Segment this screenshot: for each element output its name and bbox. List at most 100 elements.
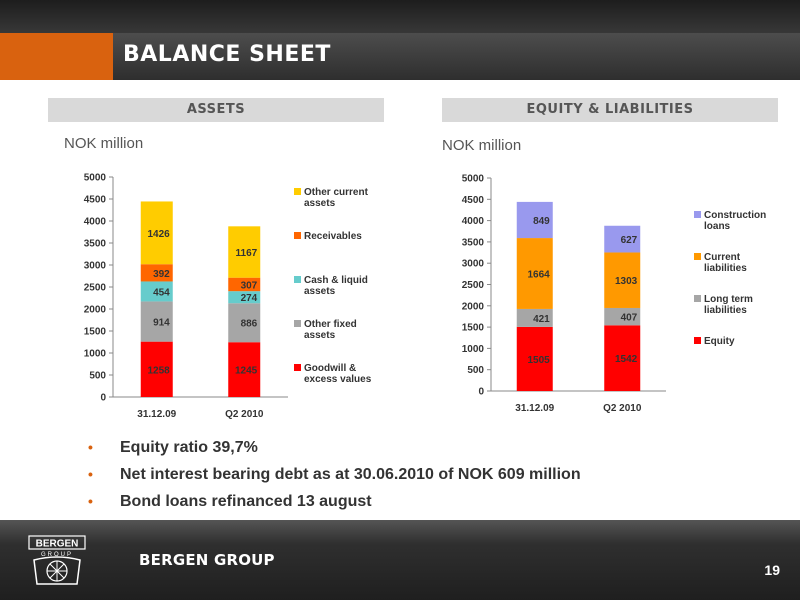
legend-label: Other fixed [304,319,357,330]
x-tick-label: 31.12.09 [137,409,176,420]
y-tick-label: 4500 [462,195,485,206]
bar-segment [604,225,641,253]
y-tick-label: 500 [467,365,484,376]
y-tick-label: 5000 [84,173,107,184]
y-tick-label: 2000 [84,305,107,316]
legend-swatch [294,320,301,327]
liabilities-section-header: EQUITY & LIABILITIES [442,98,778,122]
bar-segment [604,325,641,391]
y-tick-label: 3000 [84,261,107,272]
y-tick-label: 4000 [84,217,107,228]
key-point-item: • Equity ratio 39,7% [84,434,581,461]
data-label: 307 [241,280,258,291]
data-label: 1258 [148,365,171,376]
data-label: 914 [153,318,170,329]
bar-segment [140,201,173,265]
bar-segment [228,291,261,304]
legend-label: Equity [704,336,735,347]
data-label: 627 [621,235,638,246]
key-point-text: Equity ratio 39,7% [120,439,258,456]
legend-label: Construction [704,210,766,221]
bar-segment [228,277,261,292]
bar-segment [140,341,173,397]
legend-swatch [294,364,301,371]
bar-segment [140,264,173,282]
bar-segment [228,303,261,343]
bullet-icon: • [88,466,93,482]
y-tick-label: 2000 [462,301,485,312]
logo-text-top: BERGEN [36,539,79,550]
assets-section-header: ASSETS [48,98,384,122]
legend-swatch [694,337,701,344]
legend-label: Other current [304,187,369,198]
data-label: 1426 [148,229,171,240]
data-label: 392 [153,269,170,280]
data-label: 454 [153,287,170,298]
bar-segment [516,238,553,309]
data-label: 1167 [236,248,258,259]
bar-segment [228,226,261,278]
title-bar [113,33,800,80]
data-label: 1303 [615,276,638,287]
key-point-item: • Bond loans refinanced 13 august [84,488,581,515]
y-tick-label: 1000 [84,349,107,360]
y-tick-label: 3500 [462,237,485,248]
legend-label: Cash & liquid [304,275,368,286]
y-tick-label: 0 [478,387,484,398]
data-label: 849 [533,216,550,227]
data-label: 274 [241,293,258,304]
legend-label: assets [304,330,336,341]
data-label: 1664 [528,270,551,281]
data-label: 407 [621,313,638,324]
logo-text-bottom: GROUP [41,552,73,558]
legend-label: excess values [304,374,372,385]
y-tick-label: 3000 [462,259,485,270]
legend-label: liabilities [704,263,747,274]
legend-swatch [694,295,701,302]
legend-label: Receivables [304,231,362,242]
y-tick-label: 4500 [84,195,107,206]
x-tick-label: Q2 2010 [225,409,264,420]
legend-swatch [294,188,301,195]
y-tick-label: 5000 [462,174,485,185]
page-title: BALANCE SHEET [123,42,331,67]
bar-segment [140,301,173,342]
title-accent-block [0,33,113,80]
legend-label: assets [304,286,336,297]
y-tick-label: 0 [100,393,106,404]
data-label: 1505 [528,355,551,366]
legend-swatch [294,276,301,283]
page-number: 19 [764,562,780,578]
y-tick-label: 4000 [462,216,485,227]
y-tick-label: 1500 [84,327,107,338]
legend-label: Current [704,252,741,263]
bar-segment [140,281,173,302]
legend-label: Long term [704,294,753,305]
y-tick-label: 1500 [462,323,485,334]
assets-chart: 0 500 1000 1500 2000 2500 3000 3500 4000 4500 5000… [84,173,372,421]
data-label: 1542 [615,354,638,365]
key-point-item: • Net interest bearing debt as at 30.06.2… [84,461,581,488]
bar-segment [516,326,553,391]
liabilities-chart: 0 500 1000 1500 2000 2500 3000 3500 4000 4500 5000… [462,174,766,415]
footer-band [0,520,800,600]
legend-label: assets [304,198,336,209]
x-tick-label: 31.12.09 [515,403,554,414]
y-tick-label: 500 [89,371,106,382]
key-point-text: Bond loans refinanced 13 august [120,493,372,510]
legend-swatch [694,211,701,218]
bar-segment [604,252,641,308]
data-label: 886 [241,319,258,330]
legend-swatch [294,232,301,239]
bullet-icon: • [88,439,93,455]
legend-swatch [694,253,701,260]
x-tick-label: Q2 2010 [603,403,642,414]
bar-segment [604,307,641,326]
y-tick-label: 3500 [84,239,107,250]
assets-unit-label: NOK million [64,135,144,152]
y-tick-label: 2500 [462,280,485,291]
bullet-icon: • [88,493,93,509]
bar-segment [516,308,553,327]
legend-label: loans [704,221,731,232]
legend-label: liabilities [704,305,747,316]
